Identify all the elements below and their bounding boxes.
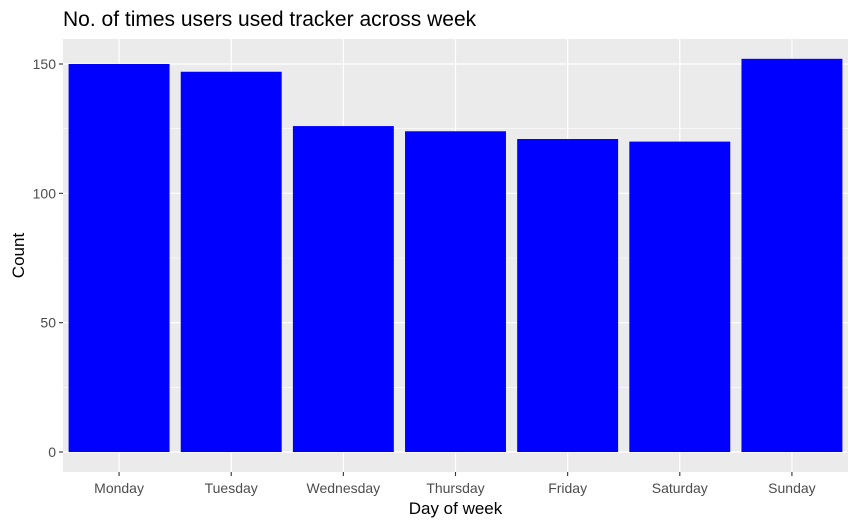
x-tick-label: Sunday [768,480,815,496]
x-axis-label: Day of week [409,499,503,518]
bar-friday [517,139,619,452]
x-tick-label: Saturday [652,480,708,496]
x-tick-label: Wednesday [307,480,381,496]
x-tick-label: Thursday [426,480,484,496]
x-tick-label: Tuesday [205,480,258,496]
y-tick-label: 150 [33,56,57,72]
bar-sunday [741,58,843,453]
y-tick-label: 0 [48,444,56,460]
bar-saturday [629,141,731,452]
x-axis: Monday Tuesday Wednesday Thursday Friday Satu… [94,472,816,496]
y-axis: 0 50 100 150 [33,56,63,460]
x-tick-label: Monday [94,480,144,496]
bar-wednesday [292,126,394,452]
bar-monday [68,64,170,452]
y-axis-label: Count [9,233,28,279]
bar-tuesday [180,71,282,452]
y-tick-label: 50 [40,315,56,331]
x-tick-label: Friday [548,480,587,496]
y-tick-label: 100 [33,185,57,201]
bar-thursday [405,131,506,452]
bars-group [68,58,843,453]
chart-title: No. of times users used tracker across w… [63,8,477,31]
